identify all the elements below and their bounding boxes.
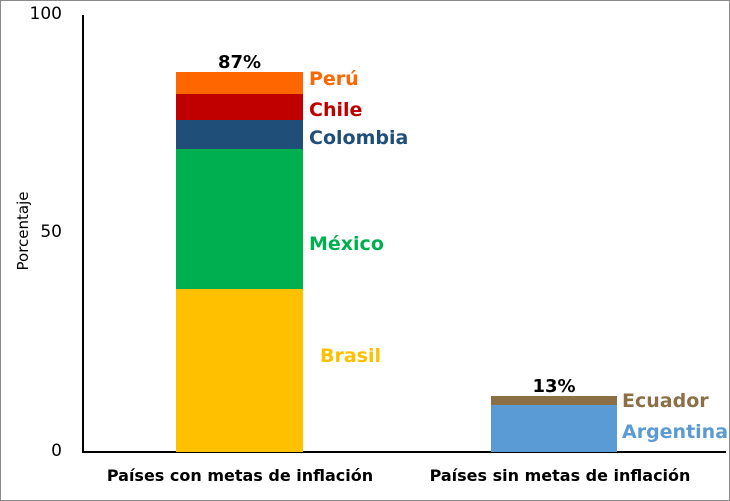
x-axis: [82, 451, 726, 453]
label-chile: Chile: [309, 99, 363, 121]
total-label-bar2: 13%: [532, 376, 576, 397]
label-argentina: Argentina: [622, 421, 729, 443]
bar-segment-argentina: [491, 405, 617, 452]
y-axis: [82, 15, 84, 453]
y-tick-50: 50: [40, 222, 62, 242]
label-colombia: Colombia: [309, 127, 409, 149]
label-peru: Perú: [309, 68, 359, 90]
label-ecuador: Ecuador: [622, 390, 709, 412]
total-label-bar1: 87%: [217, 52, 262, 73]
bar-segment-chile: [176, 94, 303, 120]
bar-segment-ecuador: [491, 396, 617, 405]
bar-segment-peru: [176, 72, 303, 94]
y-tick-0: 0: [51, 441, 62, 461]
label-mexico: México: [309, 233, 384, 255]
bar-segment-colombia: [176, 120, 303, 149]
label-brasil: Brasil: [320, 345, 382, 367]
category-label-1: Países con metas de inflación: [106, 466, 374, 485]
y-tick-100: 100: [29, 4, 62, 24]
bar-segment-mexico: [176, 149, 303, 289]
bar-segment-brasil: [176, 289, 303, 452]
category-label-2: Países sin metas de inflación: [429, 466, 691, 485]
